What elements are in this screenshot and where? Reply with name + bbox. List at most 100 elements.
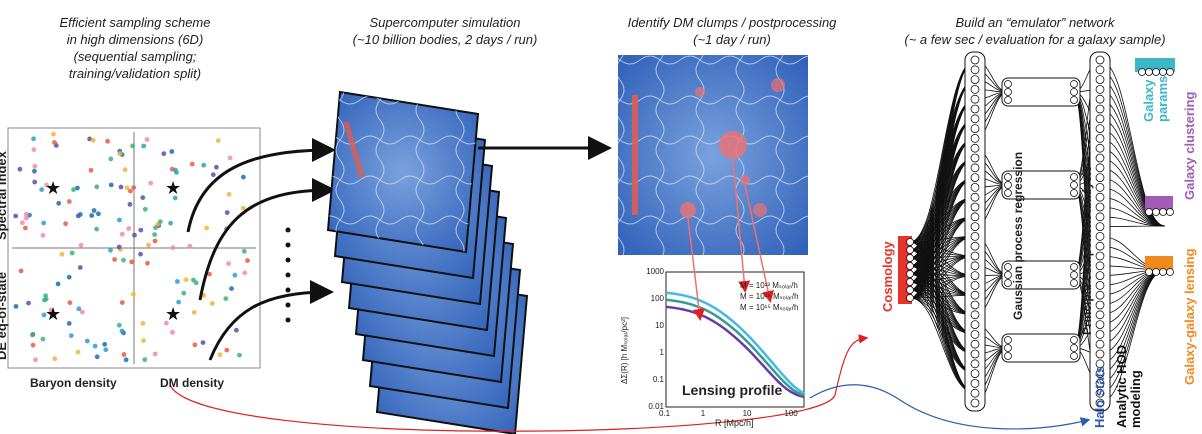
sample-point <box>152 232 158 238</box>
network-node <box>1095 398 1105 408</box>
network-node <box>1095 241 1105 251</box>
sample-point <box>215 138 221 144</box>
network-node <box>1095 359 1105 369</box>
sample-point <box>224 347 230 353</box>
y-tick-label: 0.1 <box>652 375 664 384</box>
sample-point <box>129 259 135 265</box>
lensing-curve <box>665 305 805 399</box>
sample-point <box>119 300 125 305</box>
sample-point <box>94 184 100 190</box>
network-node <box>970 202 980 212</box>
sample-point <box>164 320 169 326</box>
sample-point <box>142 206 148 212</box>
sample-point <box>94 226 99 232</box>
network-node <box>1095 349 1105 359</box>
sample-point <box>175 279 180 284</box>
sample-point <box>141 338 147 343</box>
sample-point <box>69 250 75 256</box>
sample-point <box>176 299 182 305</box>
network-node <box>970 94 980 104</box>
y-tick-label: 1000 <box>646 267 664 276</box>
sample-point <box>31 136 36 142</box>
network-node <box>1095 369 1105 379</box>
sample-point <box>56 200 62 206</box>
network-node <box>970 85 980 94</box>
sample-point <box>40 232 46 238</box>
xlabel-baryon: Baryon density <box>30 376 117 390</box>
sample-point <box>23 225 28 231</box>
network-node <box>970 359 980 369</box>
sample-point <box>138 251 143 257</box>
lensing-curve <box>665 298 805 397</box>
sample-point <box>66 274 72 280</box>
network-node <box>970 133 980 143</box>
legend-entry: M = 10¹⁵ Mₛₒₗₐᵣ/h <box>740 303 799 312</box>
network-node <box>970 378 980 388</box>
label-halo-stats: Halo stats <box>1092 365 1107 428</box>
ellipsis-dots <box>285 227 291 323</box>
label-pca: Principal component analysis <box>1080 165 1094 335</box>
ylabel-spectral: Spectral index <box>0 151 9 240</box>
sample-point <box>63 221 68 227</box>
sample-point <box>116 322 122 328</box>
network-node <box>1095 173 1105 183</box>
label-gaussian-process: Gaussian process regression <box>1011 151 1025 320</box>
x-tick-label: 1 <box>700 409 706 418</box>
sample-point <box>142 357 148 363</box>
sample-point <box>181 290 187 296</box>
network-node <box>1095 85 1105 94</box>
lensing-title: Lensing profile <box>682 382 783 398</box>
sample-point <box>75 185 80 191</box>
network-node <box>1095 55 1105 65</box>
network-node <box>970 212 980 222</box>
network-node <box>1095 163 1105 173</box>
sample-point <box>89 213 95 218</box>
network-node <box>970 251 980 261</box>
label-galaxy-params: Galaxy params <box>1141 75 1170 122</box>
sample-point <box>123 357 129 363</box>
network-node <box>970 104 980 114</box>
sampling-arrows <box>186 138 336 361</box>
sample-point <box>168 220 174 226</box>
star-marker: ★ <box>45 304 61 324</box>
sample-point <box>77 265 83 270</box>
network-node <box>970 310 980 320</box>
y-tick-label: 100 <box>650 294 664 303</box>
sample-point <box>31 147 37 153</box>
sample-point <box>79 309 85 315</box>
sample-point <box>30 332 35 338</box>
sample-point <box>75 349 81 355</box>
sample-point <box>112 257 117 262</box>
network-node <box>1095 222 1105 232</box>
sample-point <box>234 327 239 333</box>
sample-point <box>174 170 179 175</box>
sample-point <box>191 310 197 315</box>
sample-point <box>66 199 72 204</box>
sample-point <box>141 143 147 149</box>
network-node <box>970 349 980 359</box>
simulation-slab <box>326 90 480 254</box>
sample-point <box>105 138 110 144</box>
sample-point <box>30 342 36 348</box>
sample-point <box>43 293 48 298</box>
sample-point <box>237 352 242 358</box>
sample-point <box>108 247 113 253</box>
sample-point <box>119 231 125 237</box>
sample-point <box>121 352 127 357</box>
x-tick-label: 10 <box>742 409 752 418</box>
sample-point <box>52 140 57 145</box>
network-node <box>970 143 980 153</box>
sample-point <box>88 167 94 173</box>
network-node <box>1095 329 1105 339</box>
network-node <box>1095 114 1105 124</box>
network-node <box>970 388 980 398</box>
network-node <box>970 369 980 379</box>
network-node <box>1095 104 1105 114</box>
sample-point <box>71 187 76 193</box>
sample-point <box>127 202 133 207</box>
sample-point <box>240 205 246 211</box>
network-node <box>970 280 980 290</box>
sample-point <box>122 167 128 173</box>
sample-point <box>227 155 233 161</box>
y-tick-label: 1 <box>659 348 664 357</box>
